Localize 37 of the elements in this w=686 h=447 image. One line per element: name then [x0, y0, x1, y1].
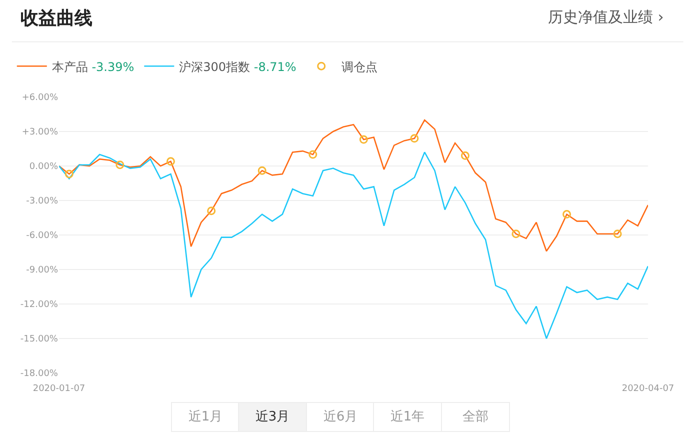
line-series [59, 152, 648, 340]
text: 近1年 [390, 410, 425, 424]
text: 近1月 [188, 410, 223, 424]
y-tick-label: -6.00% [26, 231, 58, 242]
point [207, 206, 216, 216]
y-tick-label: -15.00% [20, 334, 58, 345]
y-tick-label: -18.00% [20, 369, 58, 380]
x-tick-label: 2020-01-07 [32, 384, 86, 394]
text: 近6月 [323, 410, 358, 424]
text: -8.71% [254, 60, 296, 74]
point [64, 170, 74, 178]
point [359, 135, 368, 144]
text: -3.39% [92, 60, 134, 74]
legend-label: 调仓点 [341, 60, 378, 74]
y-tick-label: 0.00% [29, 162, 58, 172]
point [116, 160, 124, 170]
point [512, 230, 520, 238]
line-series [59, 119, 648, 252]
point [166, 157, 175, 166]
chart-title: 收益曲线 [20, 8, 93, 30]
point [258, 166, 266, 175]
point [460, 151, 470, 160]
legend-label: 沪深300指数 [179, 60, 250, 74]
y-tick-label: -3.00% [26, 196, 58, 207]
y-tick-label: -9.00% [26, 266, 58, 276]
point [613, 230, 622, 238]
text: 近3月 [255, 410, 290, 424]
y-tick-label: +3.00% [22, 128, 58, 138]
legend-label: 本产品 [52, 60, 88, 74]
text: 历史净值及业绩 › [548, 8, 664, 26]
point [562, 210, 572, 219]
x-tick-label: 2020-04-07 [622, 384, 674, 394]
point [410, 134, 419, 143]
text: 全部 [462, 410, 488, 424]
y-tick-label: +6.00% [22, 93, 58, 104]
y-tick-label: -12.00% [20, 300, 58, 310]
point [308, 150, 318, 159]
